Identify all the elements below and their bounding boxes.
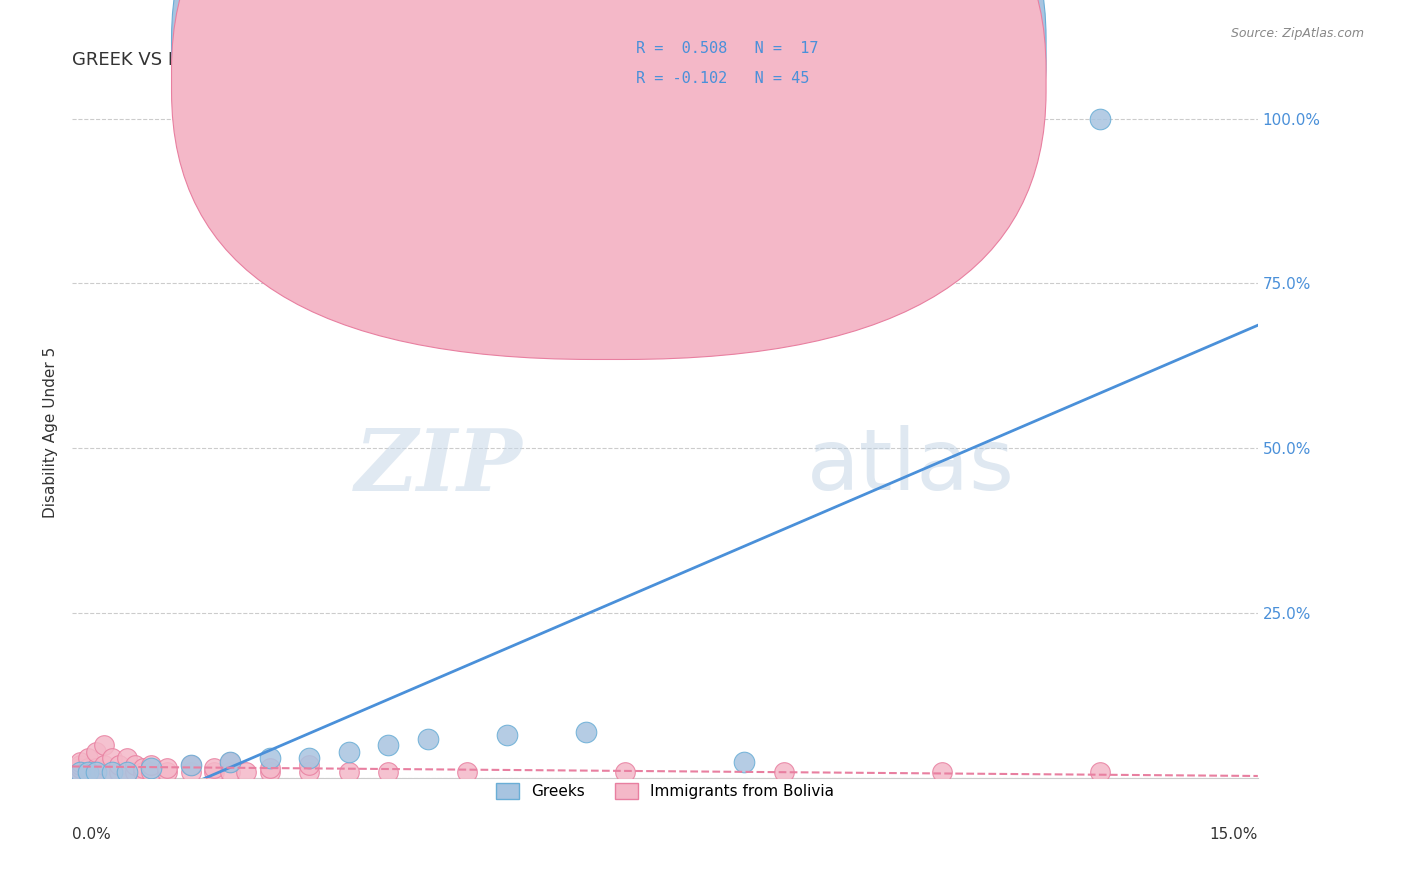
Point <box>259 761 281 775</box>
Point <box>93 764 115 779</box>
Point <box>202 761 225 775</box>
Point <box>456 764 478 779</box>
Point <box>69 761 91 775</box>
Point <box>219 755 242 769</box>
Point <box>69 764 91 779</box>
Point <box>575 725 598 739</box>
Y-axis label: Disability Age Under 5: Disability Age Under 5 <box>44 346 58 517</box>
Text: ZIP: ZIP <box>354 425 523 508</box>
Point <box>202 764 225 779</box>
Point <box>495 728 517 742</box>
Point <box>76 764 98 779</box>
Point <box>117 764 139 779</box>
Point <box>219 755 242 769</box>
Point <box>93 758 115 772</box>
Point <box>156 764 179 779</box>
Point <box>337 764 360 779</box>
Legend: Greeks, Immigrants from Bolivia: Greeks, Immigrants from Bolivia <box>489 777 841 805</box>
Point <box>614 764 637 779</box>
Point <box>76 764 98 779</box>
Text: 0.0%: 0.0% <box>72 827 111 842</box>
Point <box>76 751 98 765</box>
Point <box>117 751 139 765</box>
Point <box>139 764 162 779</box>
Point <box>298 758 321 772</box>
Point <box>298 764 321 779</box>
Point <box>117 764 139 779</box>
Point <box>84 745 107 759</box>
Point <box>100 764 122 779</box>
Point <box>132 761 155 775</box>
Point <box>259 751 281 765</box>
Point <box>156 761 179 775</box>
Point <box>377 738 399 752</box>
Point <box>180 758 202 772</box>
Point <box>772 764 794 779</box>
Point <box>108 764 131 779</box>
Point <box>259 764 281 779</box>
Point <box>69 758 91 772</box>
Point <box>69 755 91 769</box>
Point <box>84 764 107 779</box>
Text: R =  0.508   N =  17: R = 0.508 N = 17 <box>636 41 818 55</box>
Point <box>180 758 202 772</box>
Text: 15.0%: 15.0% <box>1209 827 1258 842</box>
Point <box>69 764 91 779</box>
Text: atlas: atlas <box>807 425 1015 508</box>
Point <box>180 764 202 779</box>
Point <box>416 731 439 746</box>
Point <box>84 764 107 779</box>
Point <box>337 745 360 759</box>
Point <box>124 758 146 772</box>
Point <box>733 755 755 769</box>
Point <box>124 764 146 779</box>
Point <box>84 761 107 775</box>
Point <box>108 758 131 772</box>
Point <box>1088 764 1111 779</box>
Point <box>93 738 115 752</box>
Point <box>298 751 321 765</box>
Text: GREEK VS IMMIGRANTS FROM BOLIVIA DISABILITY AGE UNDER 5 CORRELATION CHART: GREEK VS IMMIGRANTS FROM BOLIVIA DISABIL… <box>72 51 853 69</box>
Point <box>100 751 122 765</box>
Point <box>377 764 399 779</box>
Text: R = -0.102   N = 45: R = -0.102 N = 45 <box>636 71 808 86</box>
Point <box>100 764 122 779</box>
Point <box>1088 112 1111 126</box>
Text: Source: ZipAtlas.com: Source: ZipAtlas.com <box>1230 27 1364 40</box>
Point <box>139 761 162 775</box>
Point <box>931 764 953 779</box>
Point <box>132 764 155 779</box>
Point <box>219 764 242 779</box>
Point <box>139 758 162 772</box>
Point <box>76 761 98 775</box>
Point <box>235 764 257 779</box>
